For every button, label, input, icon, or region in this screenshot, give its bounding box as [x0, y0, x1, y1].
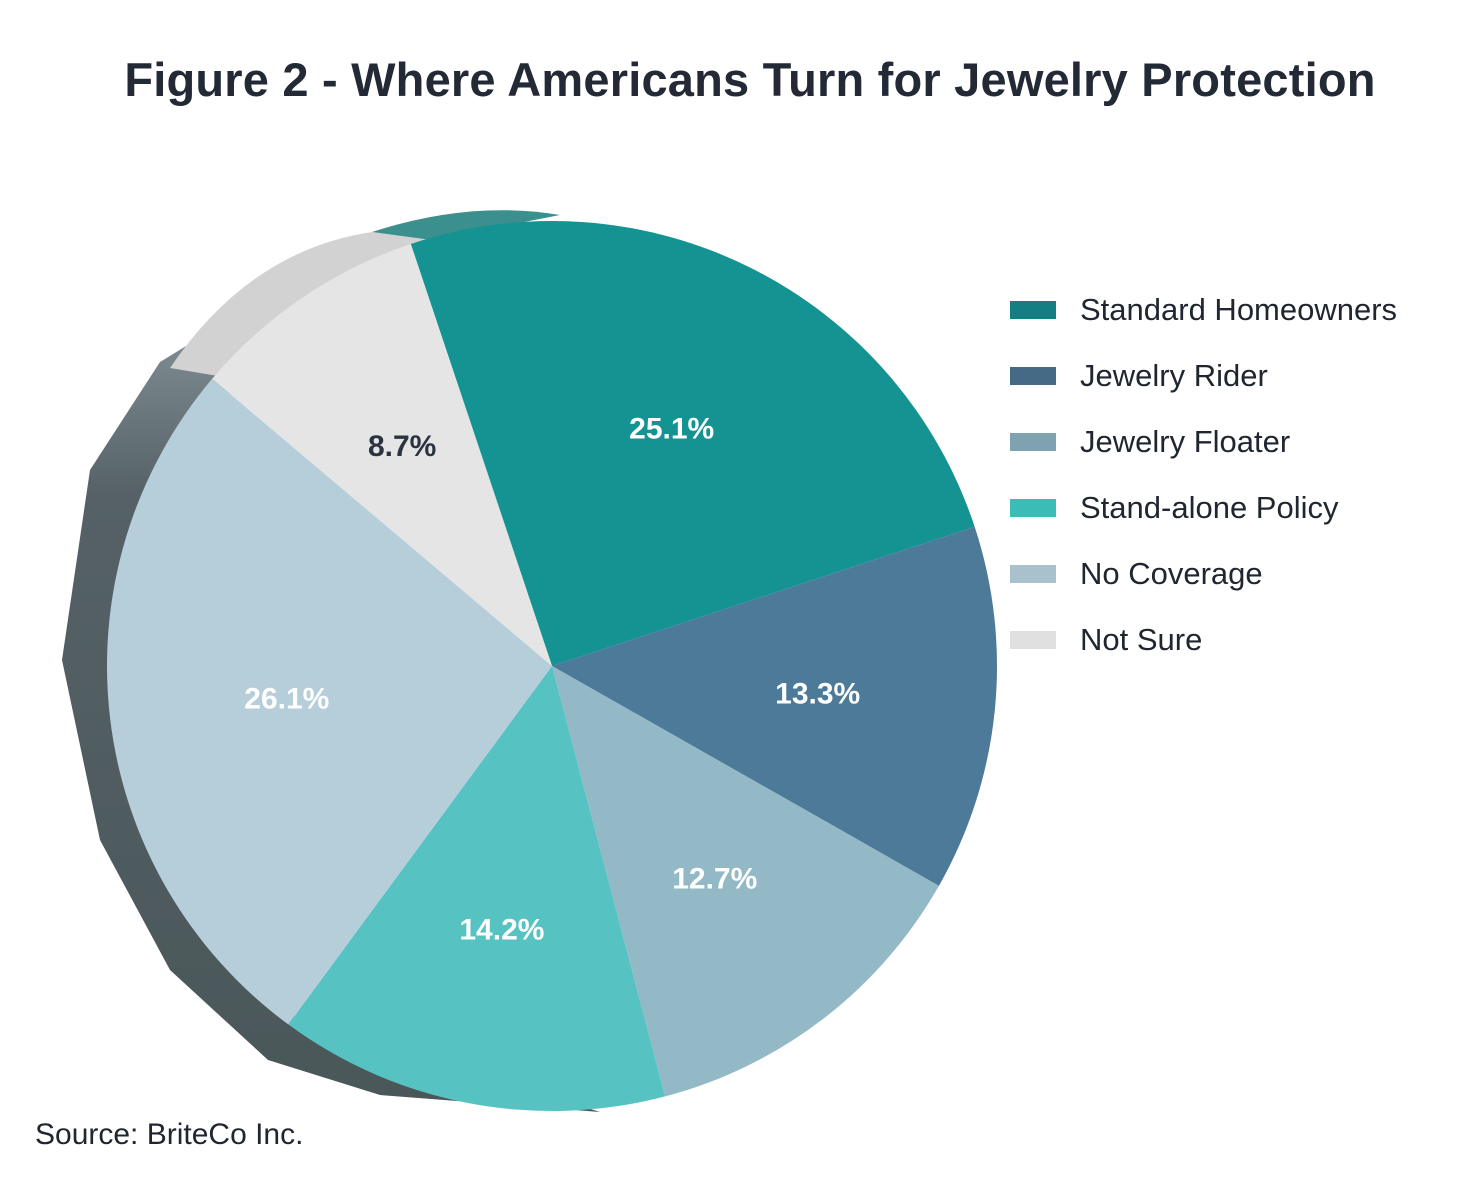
- legend-label: Standard Homeowners: [1080, 292, 1398, 327]
- chart-title: Figure 2 - Where Americans Turn for Jewe…: [124, 53, 1376, 106]
- data-label-stand-alone-policy: 14.2%: [459, 913, 544, 946]
- pie-slice-not-sure: [212, 243, 552, 666]
- legend-item: Standard Homeowners: [1010, 290, 1397, 356]
- legend-label: Not Sure: [1080, 622, 1203, 657]
- pie-slice-jewelry-floater: [552, 666, 939, 1097]
- source-note: Source: BriteCo Inc.: [35, 1118, 304, 1151]
- legend-item: Stand-alone Policy: [1010, 488, 1397, 554]
- pie-slice-stand-alone-policy: [288, 666, 666, 1111]
- legend-item: Not Sure: [1010, 620, 1397, 686]
- legend-label: Jewelry Rider: [1080, 358, 1268, 393]
- legend-label: Stand-alone Policy: [1080, 490, 1339, 525]
- data-label-standard-homeowners: 25.1%: [629, 412, 714, 445]
- legend-item: Jewelry Floater: [1010, 422, 1397, 488]
- data-label-jewelry-rider: 13.3%: [775, 677, 860, 710]
- legend: Standard Homeowners Jewelry Rider Jewelry …: [1010, 290, 1397, 686]
- pie-slice-standard-homeowners: [410, 221, 975, 666]
- legend-swatch: [1010, 367, 1056, 385]
- pie-slice-no-coverage: [107, 378, 552, 1025]
- legend-swatch: [1010, 565, 1056, 583]
- legend-swatch: [1010, 433, 1056, 451]
- pie-slice-jewelry-rider: [552, 526, 997, 886]
- data-label-no-coverage: 26.1%: [244, 682, 329, 715]
- legend-item: No Coverage: [1010, 554, 1397, 620]
- legend-item: Jewelry Rider: [1010, 356, 1397, 422]
- legend-swatch: [1010, 631, 1056, 649]
- legend-label: No Coverage: [1080, 556, 1263, 591]
- pie-depth-top-rim: [372, 210, 560, 240]
- legend-label: Jewelry Floater: [1080, 424, 1291, 459]
- data-label-not-sure: 8.7%: [368, 430, 436, 463]
- data-label-jewelry-floater: 12.7%: [672, 863, 757, 896]
- legend-swatch: [1010, 301, 1056, 319]
- legend-swatch: [1010, 499, 1056, 517]
